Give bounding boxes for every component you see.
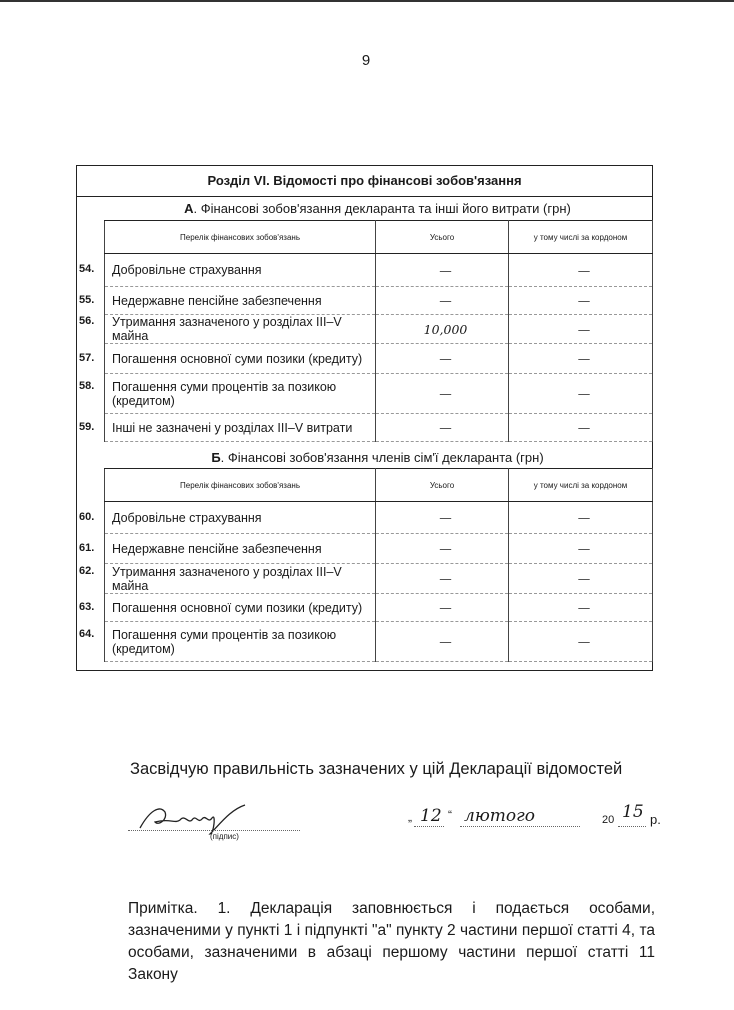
row-number: 59. [79,420,95,433]
column-header-list: Перелік фінансових зобов'язань [104,468,376,502]
row-label-cell: 57. Погашення основної суми позики (креди… [79,343,376,374]
table-row: 64. Погашення суми процентів за позикою (… [79,621,653,662]
certification-text: Засвідчую правильність зазначених у цій … [130,760,623,778]
table-row: 55. Недержавне пенсійне забезпечення — — [79,286,653,315]
table-row: 60. Добровільне страхування — — [79,501,653,534]
row-number: 62. [79,564,95,577]
row-label-cell: 63. Погашення основної суми позики (креди… [79,593,376,622]
row-label: Недержавне пенсійне забезпечення [112,293,322,308]
total-value: — [375,253,509,287]
year-suffix: 15 [622,802,644,822]
total-value: 10,000 [375,314,509,344]
row-number: 54. [79,263,95,275]
month-line [460,826,580,827]
abroad-value: — [508,533,653,564]
table-row: 63. Погашення основної суми позики (креди… [79,593,653,622]
total-value: — [375,621,509,662]
abroad-value: — [508,373,653,414]
row-label: Недержавне пенсійне забезпечення [112,541,322,556]
row-number: 64. [79,627,95,640]
part-a-heading-text: . Фінансові зобов'язання декларанта та і… [193,201,571,216]
date-quote-close: “ [448,808,452,822]
row-label-cell: 60. Добровільне страхування [79,501,376,534]
part-b-table: Перелік фінансових зобов'язань Усього у … [79,468,653,662]
table-row: 57. Погашення основної суми позики (креди… [79,343,653,374]
row-label-cell: 56. Утримання зазначеного у розділах III–… [79,314,376,344]
table-row: 54. Добровільне страхування — — [79,253,653,287]
part-b-heading-text: . Фінансові зобов'язання членів сім'ї де… [220,450,544,465]
part-b-heading: Б. Фінансові зобов'язання членів сім'ї д… [104,450,651,465]
total-value: — [375,343,509,374]
total-value: — [375,593,509,622]
table-row: 59. Інші не зазначені у розділах III–V ви… [79,413,653,442]
row-label-cell: 64. Погашення суми процентів за позикою (… [79,621,376,662]
abroad-value: — [508,286,653,315]
row-number: 56. [79,315,95,327]
row-label-cell: 54. Добровільне страхування [79,253,376,287]
year-prefix: 20 [602,814,615,826]
row-label: Добровільне страхування [112,263,262,277]
row-label-cell: 58. Погашення суми процентів за позикою (… [79,373,376,414]
part-a-table: Перелік фінансових зобов'язань Усього у … [79,220,653,442]
scan-edge [0,0,734,2]
row-number: 58. [79,379,95,392]
note-text: Примітка. 1. Декларація заповнюється і п… [128,900,655,983]
date-day: 12 [420,806,442,826]
row-label: Погашення основної суми позики (кредиту) [112,351,363,366]
row-label: Добровільне страхування [112,510,262,525]
signature-label: (підпис) [210,832,239,841]
row-label: Утримання зазначеного у розділах III–V м… [112,315,342,343]
column-header-total: Усього [375,468,509,502]
row-label-cell: 59. Інші не зазначені у розділах III–V ви… [79,413,376,442]
table-row: 58. Погашення суми процентів за позикою (… [79,373,653,414]
part-b-letter: Б [211,450,221,465]
column-header-abroad: у тому числі за кордоном [508,468,653,502]
row-number: 57. [79,351,95,364]
abroad-value: — [508,621,653,662]
table-row: 61. Недержавне пенсійне забезпечення — — [79,533,653,564]
abroad-value: — [508,501,653,534]
abroad-value: — [508,593,653,622]
section-title: Розділ VI. Відомості про фінансові зобов… [76,165,653,197]
total-value: — [375,501,509,534]
total-value: — [375,286,509,315]
year-unit: р. [650,812,661,827]
day-line [414,826,444,827]
column-header-total: Усього [375,220,509,254]
row-label-cell: 61. Недержавне пенсійне забезпечення [79,533,376,564]
total-value: — [375,533,509,564]
abroad-value: — [508,563,653,594]
row-number: 63. [79,600,95,613]
total-value: — [375,563,509,594]
part-a-heading: А. Фінансові зобов'язання декларанта та … [104,201,651,216]
abroad-value: — [508,314,653,344]
row-label-cell: 62. Утримання зазначеного у розділах III–… [79,563,376,594]
row-number: 61. [79,541,95,554]
row-number: 60. [79,510,95,523]
table-row: 56. Утримання зазначеного у розділах III–… [79,314,653,344]
abroad-value: — [508,253,653,287]
abroad-value: — [508,413,653,442]
row-label: Утримання зазначеного у розділах III–V м… [112,564,342,593]
total-value: — [375,413,509,442]
year-line [618,826,646,827]
column-header-abroad: у тому числі за кордоном [508,220,653,254]
row-label: Погашення суми процентів за позикою (кре… [112,627,337,656]
abroad-value: — [508,343,653,374]
signature-line [128,830,300,831]
page-number: 9 [361,52,371,69]
row-label: Інші не зазначені у розділах III–V витра… [112,420,353,435]
row-label-cell: 55. Недержавне пенсійне забезпечення [79,286,376,315]
date-month: лютого [464,806,535,826]
row-number: 55. [79,293,95,306]
date-quote-open: „ [408,810,412,824]
table-row: 62. Утримання зазначеного у розділах III–… [79,563,653,594]
section-box [76,165,653,671]
signature-image [139,804,246,835]
row-label: Погашення суми процентів за позикою (кре… [112,379,337,408]
column-header-list: Перелік фінансових зобов'язань [104,220,376,254]
row-label: Погашення основної суми позики (кредиту) [112,600,363,615]
total-value: — [375,373,509,414]
part-a-letter: А [184,201,194,216]
